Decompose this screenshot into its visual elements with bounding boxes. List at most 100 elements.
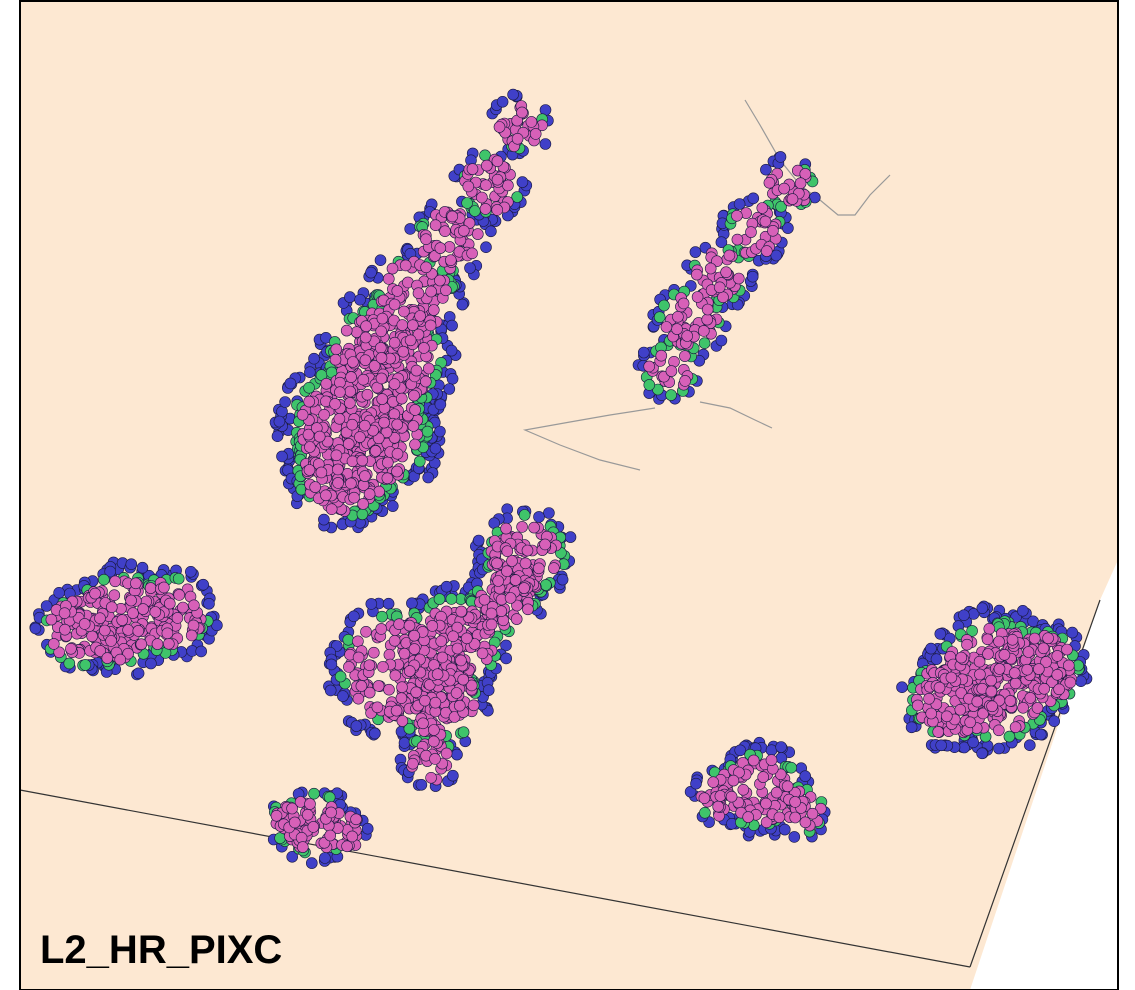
pixel-point	[351, 814, 362, 825]
pixel-point	[1033, 664, 1044, 675]
pixel-point	[399, 648, 410, 659]
pixel-point	[987, 701, 998, 712]
pixel-point	[790, 796, 801, 807]
pixel-point	[492, 204, 503, 215]
pixel-point	[426, 772, 437, 783]
pixel-point	[501, 653, 512, 664]
pixel-point	[64, 658, 75, 669]
pixel-point	[337, 691, 348, 702]
pixel-point	[41, 601, 52, 612]
pixel-point	[330, 354, 341, 365]
pixel-point	[333, 477, 344, 488]
pixel-point	[404, 666, 415, 677]
pixel-point	[277, 451, 288, 462]
pixel-point	[994, 636, 1005, 647]
pixel-point	[185, 566, 196, 577]
pixel-point	[356, 681, 367, 692]
pixel-point	[306, 858, 317, 869]
pixel-point	[789, 831, 800, 842]
pixel-point	[420, 376, 431, 387]
pixel-point	[421, 262, 432, 273]
pixel-point	[512, 133, 523, 144]
pixel-point	[715, 791, 726, 802]
pixel-point	[548, 563, 559, 574]
pixel-point	[775, 151, 786, 162]
pixel-point	[59, 608, 70, 619]
pixel-point	[319, 409, 330, 420]
pixel-point	[347, 831, 358, 842]
pixel-point	[138, 604, 149, 615]
pixel-point	[196, 646, 207, 657]
pixel-point	[946, 672, 957, 683]
pixel-point	[358, 374, 369, 385]
pixel-point	[680, 375, 691, 386]
pixel-point	[760, 216, 771, 227]
pixel-point	[353, 693, 364, 704]
pixel-point	[1067, 627, 1078, 638]
pixel-point	[348, 611, 359, 622]
pixel-point	[343, 634, 354, 645]
pixel-point	[163, 638, 174, 649]
pixel-point	[656, 350, 667, 361]
pixel-point	[415, 311, 426, 322]
pixel-point	[1009, 668, 1020, 679]
pixel-point	[540, 579, 551, 590]
pixel-point	[714, 282, 725, 293]
pixel-point	[30, 623, 41, 634]
pixel-point	[310, 482, 321, 493]
pixel-point	[357, 509, 368, 520]
pixel-point	[786, 762, 797, 773]
pixel-point	[422, 426, 433, 437]
pixel-point	[702, 314, 713, 325]
pixel-point	[351, 721, 362, 732]
pixel-point	[440, 285, 451, 296]
pixel-point	[434, 426, 445, 437]
pixel-point	[186, 630, 197, 641]
pixel-point	[376, 623, 387, 634]
pixel-point	[1017, 605, 1028, 616]
swath	[20, 0, 1118, 990]
pixel-point	[479, 594, 490, 605]
pixel-point	[933, 726, 944, 737]
pixel-point	[511, 614, 522, 625]
pixel-point	[734, 199, 745, 210]
pixel-point	[425, 320, 436, 331]
pixel-point	[699, 793, 710, 804]
pixel-point	[304, 442, 315, 453]
pixel-point	[986, 675, 997, 686]
pixel-point	[110, 576, 121, 587]
pixel-point	[505, 593, 516, 604]
pixel-point	[418, 718, 429, 729]
pixel-point	[491, 558, 502, 569]
pixel-point	[519, 583, 530, 594]
pixel-point	[481, 242, 492, 253]
pixel-point	[718, 292, 729, 303]
pixel-point	[994, 663, 1005, 674]
pixel-point	[272, 431, 283, 442]
pixel-point	[678, 298, 689, 309]
pixel-point	[332, 464, 343, 475]
pixel-point	[522, 604, 533, 615]
pixel-point	[1025, 692, 1036, 703]
pixel-point	[1043, 633, 1054, 644]
pixel-point	[392, 448, 403, 459]
pixel-point	[776, 742, 787, 753]
pixel-point	[59, 624, 70, 635]
pixel-point	[472, 229, 483, 240]
pixel-point	[912, 700, 923, 711]
pixel-point	[136, 639, 147, 650]
pixel-point	[109, 590, 120, 601]
pixel-point	[130, 578, 141, 589]
pixel-point	[672, 311, 683, 322]
pixel-point	[87, 631, 98, 642]
pixel-point	[435, 243, 446, 254]
pixel-point	[357, 455, 368, 466]
pixel-point	[748, 193, 759, 204]
pixel-point	[1018, 702, 1029, 713]
pixel-point	[418, 342, 429, 353]
pixel-point	[565, 532, 576, 543]
pixel-point	[95, 613, 106, 624]
pixel-point	[399, 737, 410, 748]
pixel-point	[145, 658, 156, 669]
pixel-point	[458, 674, 469, 685]
